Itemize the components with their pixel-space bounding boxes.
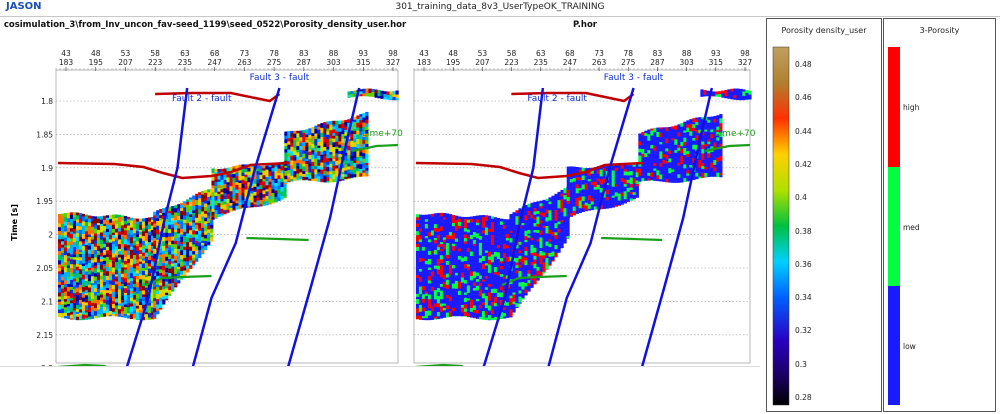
colorbar-tick-label: 0.42 — [795, 160, 812, 169]
y-tick-label: 2.05 — [36, 264, 53, 273]
x-tick-label: 43 — [61, 49, 71, 58]
colorbar-tick-label: 0.36 — [795, 260, 812, 269]
x-tick-label: 98 — [740, 49, 750, 58]
x-tick-label: 315 — [709, 58, 724, 67]
x-tick-label: 207 — [118, 58, 133, 67]
status-area — [0, 366, 760, 414]
plot-frame — [414, 70, 750, 363]
colorbar-porosity-ramp — [767, 19, 881, 411]
x-tick-label: 53 — [478, 49, 488, 58]
colorbar-tick-label: 0.3 — [795, 360, 807, 369]
x-tick-label: 183 — [417, 58, 432, 67]
seismic-block-1 — [416, 213, 512, 320]
colorbar-tick-label: 0.34 — [795, 293, 812, 302]
x-tick-label: 58 — [507, 49, 517, 58]
colorbar-tick-label: 0.44 — [795, 127, 812, 136]
x-tick-label: 195 — [446, 58, 461, 67]
x-tick-label: 207 — [475, 58, 490, 67]
y-tick-label: 1.8 — [41, 97, 53, 106]
x-tick-label: 78 — [623, 49, 633, 58]
x-tick-label: 275 — [267, 58, 282, 67]
x-tick-label: 83 — [653, 49, 663, 58]
x-tick-label: 58 — [150, 49, 160, 58]
y-tick-label: 2.1 — [41, 297, 53, 306]
x-tick-label: 88 — [682, 49, 692, 58]
window-title: 301_training_data_8v3_UserTypeOK_TRAININ… — [0, 2, 1000, 12]
x-tick-label: 63 — [180, 49, 190, 58]
facies-label-high: high — [903, 103, 919, 112]
y-tick-label: 1.85 — [36, 130, 53, 139]
x-tick-label: 98 — [388, 49, 398, 58]
x-tick-label: 327 — [738, 58, 753, 67]
x-tick-label: 195 — [89, 58, 104, 67]
x-tick-label: 275 — [621, 58, 636, 67]
y-tick-label: 1.95 — [36, 197, 53, 206]
x-tick-label: 223 — [148, 58, 163, 67]
x-tick-label: 93 — [358, 49, 368, 58]
x-tick-label: 263 — [592, 58, 607, 67]
x-tick-label: 235 — [178, 58, 193, 67]
lime-horizon-label: Lime+70 — [715, 129, 756, 139]
x-tick-label: 263 — [237, 58, 252, 67]
x-tick-label: 78 — [269, 49, 279, 58]
colorbar-tick-label: 0.4 — [795, 193, 807, 202]
title-bar: JASON 301_training_data_8v3_UserTypeOK_T… — [0, 0, 1000, 17]
x-tick-label: 88 — [329, 49, 339, 58]
facies-label-med: med — [903, 223, 920, 232]
x-tick-label: 68 — [210, 49, 220, 58]
x-tick-label: 43 — [419, 49, 429, 58]
colorbar-tick-label: 0.32 — [795, 326, 812, 335]
x-tick-label: 53 — [121, 49, 131, 58]
x-tick-label: 287 — [650, 58, 665, 67]
y-tick-label: 2.15 — [36, 331, 53, 340]
x-tick-label: 223 — [504, 58, 519, 67]
seismic-block-1 — [58, 212, 154, 320]
colorbar-facies: 3-Porosity high med low — [883, 18, 996, 412]
lime-horizon-label: Lime+70 — [362, 129, 403, 139]
colorbar-tick-label: 0.38 — [795, 227, 812, 236]
x-tick-label: 235 — [534, 58, 549, 67]
facies-swatch-high — [888, 47, 900, 167]
x-tick-label: 73 — [240, 49, 250, 58]
fault-2-label: Fault 2 - fault — [172, 94, 232, 104]
y-tick-label: 1.9 — [41, 164, 53, 173]
x-tick-label: 247 — [563, 58, 578, 67]
x-tick-label: 327 — [386, 58, 401, 67]
x-tick-label: 83 — [299, 49, 309, 58]
x-tick-label: 287 — [297, 58, 312, 67]
x-tick-label: 63 — [536, 49, 546, 58]
facies-swatch-med — [888, 167, 900, 286]
seismic-view-porosity[interactable]: cosimulation_3\from_Inv_uncon_fav-seed_1… — [0, 18, 410, 366]
facies-swatch-low — [888, 286, 900, 405]
fault-3-label: Fault 3 - fault — [250, 73, 310, 83]
x-tick-label: 315 — [356, 58, 371, 67]
x-tick-label: 247 — [207, 58, 222, 67]
facies-label-low: low — [903, 342, 916, 351]
x-tick-label: 48 — [91, 49, 101, 58]
colorbar-tick-label: 0.46 — [795, 93, 812, 102]
x-tick-label: 68 — [565, 49, 575, 58]
x-tick-label: 303 — [679, 58, 694, 67]
x-tick-label: 73 — [594, 49, 604, 58]
x-tick-label: 48 — [448, 49, 458, 58]
colorbar-facies-title: 3-Porosity — [884, 26, 995, 35]
x-tick-label: 183 — [59, 58, 74, 67]
y-tick-label: 2 — [48, 231, 53, 240]
x-tick-label: 93 — [711, 49, 721, 58]
x-tick-label: 303 — [326, 58, 341, 67]
colorbar-tick-label: 0.48 — [795, 60, 812, 69]
fault-2-label: Fault 2 - fault — [527, 94, 587, 104]
colorbar-tick-label: 0.28 — [795, 393, 812, 402]
fault-3-label: Fault 3 - fault — [604, 73, 664, 83]
